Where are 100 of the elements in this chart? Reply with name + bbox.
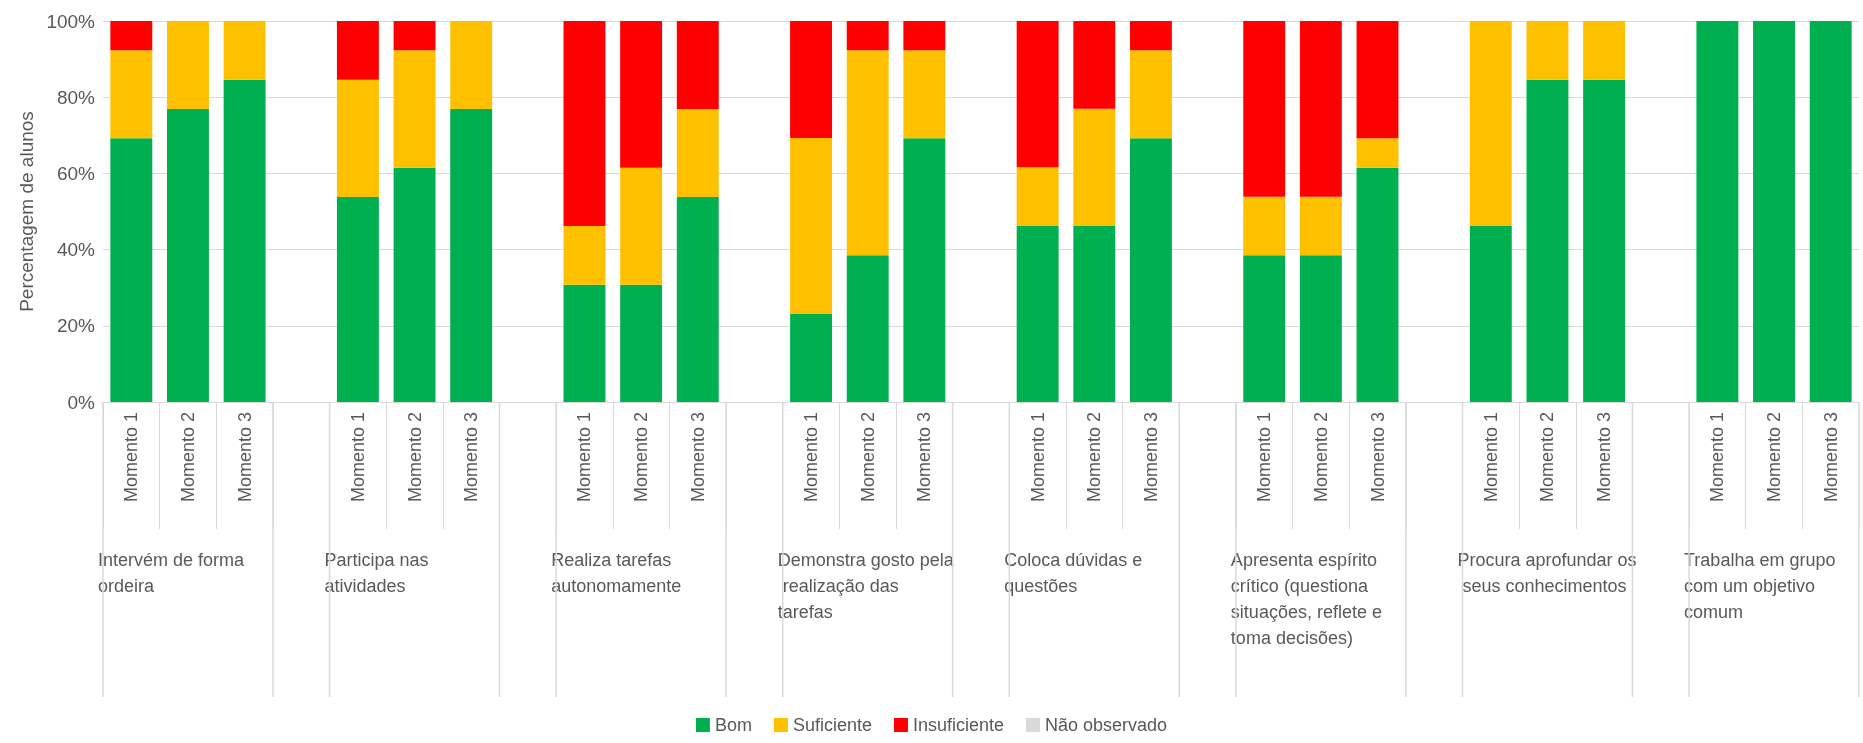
x-tick-label: Momento 2: [177, 412, 198, 503]
bar: [223, 21, 266, 80]
bar: [336, 79, 379, 198]
bar: [167, 21, 209, 110]
x-tick-label: Momento 3: [234, 412, 255, 503]
bar: [393, 21, 436, 51]
y-tick-label: 20%: [56, 315, 96, 337]
text: Realiza tarefas autonomamente: [551, 550, 682, 596]
x-tick-label: Momento 3: [914, 412, 935, 503]
bar: [1129, 138, 1172, 402]
bar: [1753, 21, 1795, 402]
x-tick-label: Momento 3: [1140, 412, 1161, 503]
bar: [620, 21, 663, 168]
bar: [393, 50, 436, 168]
bar: [110, 21, 153, 51]
bar: [563, 284, 606, 402]
text: Coloca dúvidas e questões: [1004, 550, 1148, 596]
x-tick-label: Momento 2: [1310, 412, 1331, 503]
bar: [1016, 21, 1059, 168]
bar: [1073, 108, 1116, 226]
x-tick-label: Momento 2: [1537, 412, 1558, 503]
x-tick-label: Momento 1: [574, 412, 595, 503]
x-tick-label: Momento 3: [461, 412, 482, 503]
x-tick-label: Momento 3: [687, 412, 708, 503]
text: Participa nas atividades: [324, 550, 434, 596]
y-tick-label: 60%: [56, 162, 96, 184]
legend-label: Bom: [714, 715, 752, 735]
bar: [790, 137, 833, 314]
bar: [563, 225, 606, 285]
bar: [336, 197, 379, 402]
x-tick-label: Momento 2: [857, 412, 878, 503]
bar: [1696, 21, 1739, 402]
legend-label: Suficiente: [792, 715, 872, 735]
bar: [110, 50, 153, 139]
y-tick-label: 80%: [56, 86, 96, 108]
bar: [1583, 79, 1626, 402]
bar: [620, 284, 663, 402]
x-tick-label: Momento 3: [1820, 412, 1841, 503]
bar: [1809, 21, 1852, 402]
bar: [1356, 138, 1399, 168]
y-tick-label: 40%: [56, 239, 96, 261]
bar: [1356, 167, 1399, 402]
bar: [1299, 21, 1342, 197]
bar: [846, 21, 889, 51]
bar: [1583, 21, 1626, 80]
bar: [790, 21, 833, 138]
x-tick-label: Momento 2: [1764, 412, 1785, 503]
bar: [393, 167, 436, 402]
bar: [903, 138, 946, 402]
bar: [1016, 167, 1059, 226]
x-tick-label: Momento 2: [1084, 412, 1105, 503]
x-tick-label: Momento 3: [1367, 412, 1388, 503]
bar: [846, 50, 889, 256]
x-tick-label: Momento 1: [121, 412, 142, 503]
bar: [676, 197, 719, 402]
bar: [1243, 196, 1286, 256]
y-axis-title: Percentagem de alunos: [15, 111, 37, 312]
bar: [450, 109, 493, 402]
bar: [223, 79, 266, 402]
bar: [1243, 255, 1286, 402]
x-tick-label: Momento 1: [1254, 412, 1275, 503]
bar: [1356, 21, 1399, 139]
x-tick-label: Momento 1: [1027, 412, 1048, 503]
x-tick-label: Momento 1: [1707, 412, 1728, 503]
bar: [336, 21, 379, 80]
bar: [1016, 225, 1059, 402]
bar: [1526, 21, 1569, 80]
text: Intervém de forma ordeira: [97, 550, 250, 596]
x-tick-label: Momento 1: [347, 412, 368, 503]
bar: [450, 21, 493, 110]
bar: [1299, 255, 1342, 402]
bar: [903, 50, 946, 139]
bar: [676, 21, 719, 110]
bar: [790, 313, 833, 402]
bar: [1073, 225, 1116, 402]
x-tick-label: Momento 2: [404, 412, 425, 503]
y-tick-label: 100%: [46, 10, 96, 32]
bar: [110, 138, 153, 402]
bar: [563, 21, 606, 226]
bar: [1299, 196, 1342, 256]
bar: [1469, 21, 1512, 226]
x-tick-label: Momento 2: [631, 412, 652, 503]
legend-label: Não observado: [1045, 715, 1168, 735]
text: Apresenta espírito crítico (questiona situações, reflete e toma decisões): [1230, 550, 1387, 648]
x-tick-label: Momento 1: [801, 412, 822, 503]
bar: [676, 109, 719, 198]
legend-label: Insuficiente: [912, 715, 1005, 735]
bar: [1129, 21, 1172, 51]
text: Demonstra gosto pela realização das tarefas: [777, 550, 955, 622]
bar: [1526, 79, 1569, 402]
x-tick-label: Momento 1: [1480, 412, 1501, 503]
bar: [1469, 225, 1512, 402]
x-tick-label: Momento 3: [1594, 412, 1615, 503]
bar: [903, 21, 946, 51]
bar: [1129, 50, 1172, 139]
y-tick-label: 0%: [67, 391, 96, 413]
bar: [620, 167, 663, 285]
bar: [1073, 21, 1116, 109]
bar: [1243, 21, 1286, 197]
text: Trabalha em grupo com um objetivo comum: [1684, 550, 1841, 622]
